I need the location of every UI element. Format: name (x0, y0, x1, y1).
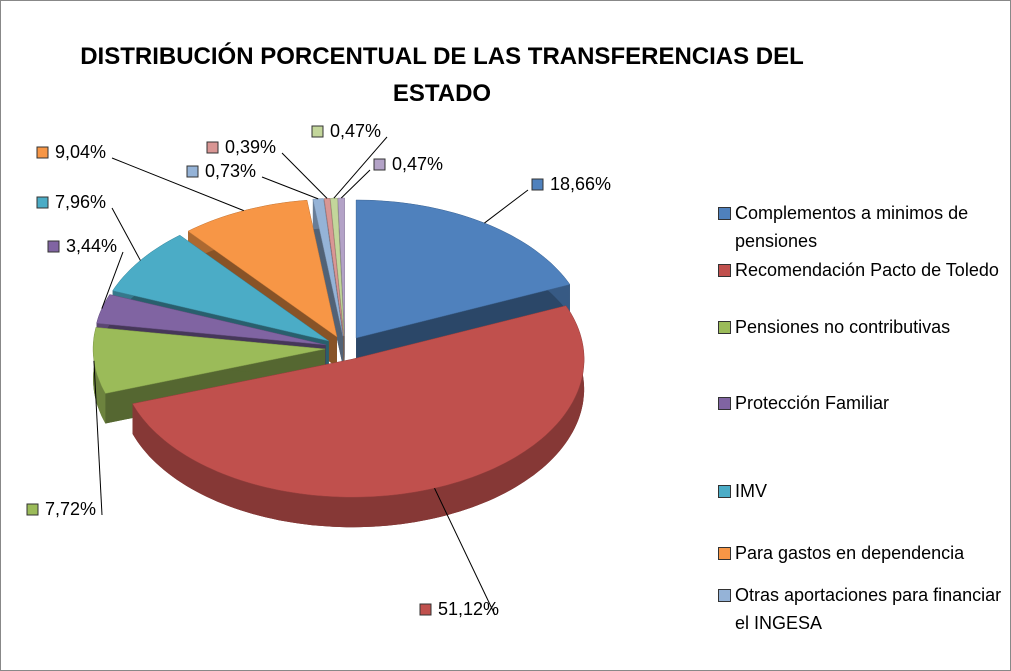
label-swatch (531, 178, 544, 191)
slice (132, 305, 585, 528)
leader-line (101, 251, 124, 309)
leader-line (333, 136, 388, 199)
legend-label: Recomendación Pacto de Toledo (735, 260, 999, 280)
legend-swatch (718, 207, 731, 220)
legend-swatch (718, 485, 731, 498)
leader-line (340, 169, 371, 199)
chart-title: DISTRIBUCIÓN PORCENTUAL DE LAS TRANSFERE… (80, 42, 804, 107)
legend-label: IMV (735, 481, 768, 501)
slice-top (132, 305, 585, 498)
label-swatch (186, 165, 199, 178)
label-swatch (36, 146, 49, 159)
slice-top (92, 327, 326, 394)
legend-label: Para gastos en dependencia (735, 543, 965, 563)
legend-swatch (718, 589, 731, 602)
legend-entry: Recomendación Pacto de Toledo (718, 256, 1008, 284)
data-label: 18,66% (550, 174, 611, 194)
legend-swatch (718, 321, 731, 334)
label-swatch (36, 196, 49, 209)
data-label: 51,12% (438, 599, 499, 619)
data-label: 0,39% (225, 137, 276, 157)
legend-entry: Complementos a minimos de pensiones (718, 199, 1008, 255)
leader-line (281, 152, 328, 199)
slice-wall (312, 199, 343, 367)
leader-line (111, 207, 141, 261)
legend-entry: Otras aportaciones para financiar el ING… (718, 581, 1008, 637)
legend-label: Complementos a minimos de pensiones (735, 203, 969, 251)
label-swatch (47, 240, 60, 253)
data-label: 0,73% (205, 161, 256, 181)
leader-line (111, 157, 244, 212)
leader-line (261, 176, 319, 200)
leader-line (434, 488, 496, 616)
legend-entry: Pensiones no contributivas (718, 313, 1008, 341)
data-label: 9,04% (55, 142, 106, 162)
data-label: 0,47% (392, 154, 443, 174)
legend-entry: IMV (718, 477, 1008, 505)
legend-entry: Protección Familiar (718, 389, 1008, 417)
slice-top (112, 234, 329, 342)
legend-label: Pensiones no contributivas (735, 317, 951, 337)
data-label: 3,44% (66, 236, 117, 256)
label-swatch (26, 503, 39, 516)
label-swatch (311, 125, 324, 138)
legend-swatch (718, 397, 731, 410)
label-swatch (419, 603, 432, 616)
slice-top (96, 294, 326, 346)
data-label: 0,47% (330, 121, 381, 141)
legend-entry: Para gastos en dependencia (718, 539, 1008, 567)
legend-label: Protección Familiar (735, 393, 890, 413)
legend-swatch (718, 264, 731, 277)
leader-line (93, 360, 103, 516)
leader-line (484, 189, 529, 224)
data-label: 7,96% (55, 192, 106, 212)
data-label: 7,72% (45, 499, 96, 519)
legend-label: Otras aportaciones para financiar el ING… (735, 585, 1002, 633)
label-swatch (373, 158, 386, 171)
label-swatch (206, 141, 219, 154)
legend-swatch (718, 547, 731, 560)
